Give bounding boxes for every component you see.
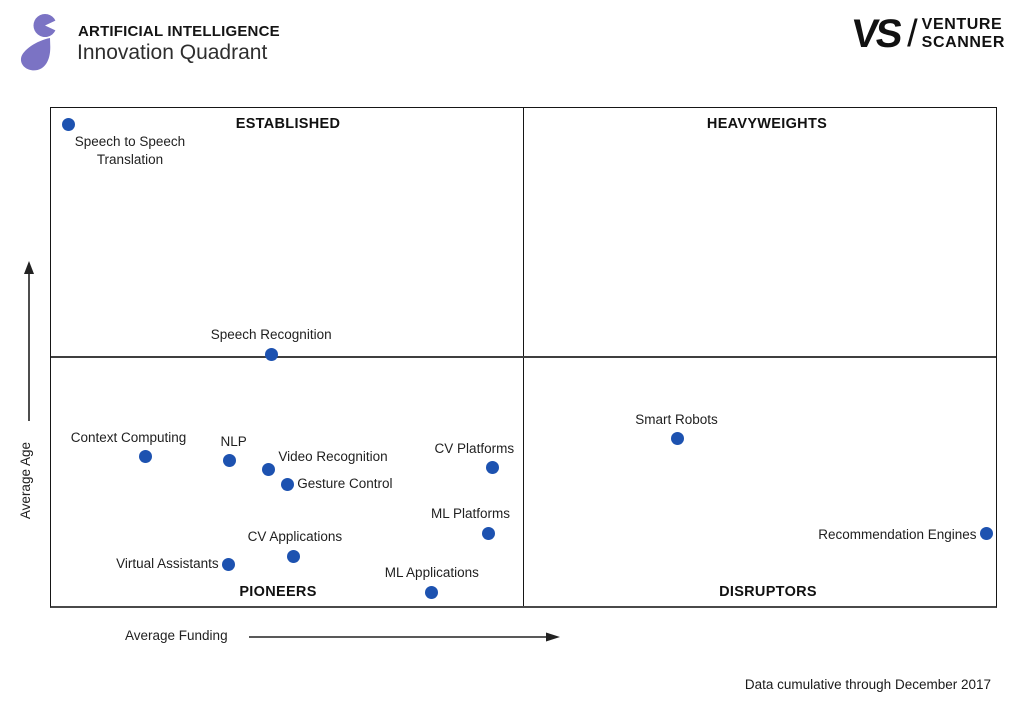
quadrant-horizontal-divider — [51, 356, 996, 358]
point-label-ml-applications: ML Applications — [384, 564, 479, 580]
data-point-recommendation-engines — [980, 526, 994, 540]
point-label-speech-recognition: Speech Recognition — [210, 326, 332, 342]
x-axis-arrow-icon — [249, 630, 561, 648]
x-axis-label: Average Funding — [125, 628, 228, 643]
point-label-cv-platforms: CV Platforms — [434, 440, 515, 456]
data-point-video-recognition — [261, 463, 275, 477]
vs-logo-wordmark: VENTURE SCANNER — [922, 16, 1005, 52]
data-point-smart-robots — [671, 432, 685, 446]
data-cumulative-note: Data cumulative through December 2017 — [744, 677, 991, 692]
point-label-recommendation-engines: Recommendation Engines — [818, 527, 977, 543]
vs-logo-word-line1: VENTURE — [921, 16, 1003, 34]
quadrant-label-established: ESTABLISHED — [235, 116, 341, 132]
data-point-context-computing — [139, 450, 152, 464]
scatter-points-layer: Speech to Speech Translation Speech Recogn… — [51, 108, 996, 606]
y-axis-arrow-icon — [21, 261, 37, 428]
data-point-ml-applications — [425, 585, 439, 599]
data-point-speech-recognition — [264, 347, 278, 361]
point-label-context-computing: Context Computing — [70, 429, 187, 445]
data-point-nlp — [223, 454, 237, 468]
point-label-smart-robots: Smart Robots — [635, 411, 718, 427]
point-label-virtual-assistants: Virtual Assistants — [116, 556, 219, 572]
data-point-gesture-control — [280, 477, 294, 491]
data-point-ml-platforms — [482, 526, 496, 540]
quadrant-label-heavyweights: HEAVYWEIGHTS — [706, 116, 828, 132]
quadrant-label-disruptors: DISRUPTORS — [719, 584, 817, 600]
innovation-quadrant-chart: ESTABLISHED HEAVYWEIGHTS PIONEERS DISRUP… — [50, 107, 997, 608]
quadrant-label-pioneers: PIONEERS — [239, 584, 317, 600]
vs-logo-slash: / — [907, 13, 918, 55]
point-label-speech-to-speech-translation: Speech to Speech Translation — [74, 133, 186, 168]
brand-logo-icon — [17, 11, 63, 78]
point-label-cv-applications: CV Applications — [247, 528, 343, 544]
point-label-nlp: NLP — [220, 433, 247, 449]
vs-logo-mark: VS — [849, 12, 902, 56]
vs-logo-word-line2: SCANNER — [921, 34, 1005, 51]
point-label-gesture-control: Gesture Control — [297, 476, 393, 492]
data-point-virtual-assistants — [222, 557, 236, 571]
y-axis-label: Average Age — [18, 442, 33, 520]
point-label-ml-platforms: ML Platforms — [431, 506, 511, 522]
page-title: Innovation Quadrant — [77, 41, 268, 64]
point-label-video-recognition: Video Recognition — [278, 448, 388, 464]
data-point-cv-platforms — [485, 461, 499, 475]
data-point-speech-to-speech-translation — [62, 118, 76, 132]
data-point-cv-applications — [287, 549, 301, 563]
brand-category-label: ARTIFICIAL INTELLIGENCE — [78, 23, 280, 40]
venture-scanner-logo: VS / VENTURE SCANNER — [849, 12, 1005, 56]
